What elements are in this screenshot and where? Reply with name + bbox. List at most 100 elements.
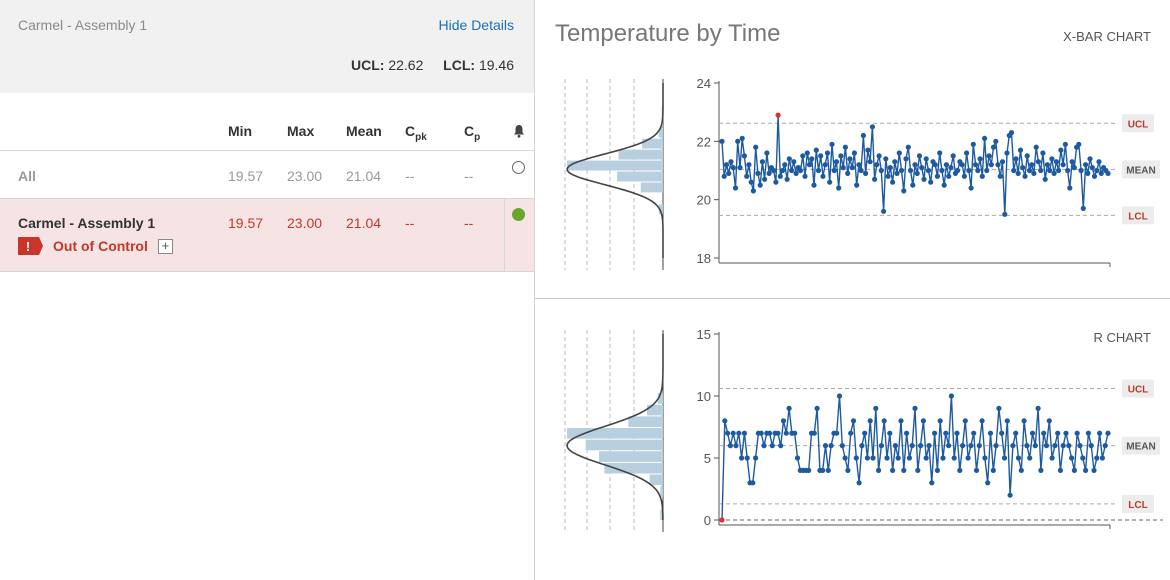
data-point	[778, 443, 784, 449]
data-point	[739, 135, 745, 141]
histogram-bar	[585, 439, 663, 451]
data-point	[979, 418, 985, 424]
data-point	[977, 156, 983, 162]
details-header: Carmel - Assembly 1 Hide Details UCL: 22…	[0, 0, 534, 93]
data-point	[1002, 211, 1008, 217]
data-point	[824, 150, 831, 156]
status-out-of-control: ! Out of Control +	[18, 237, 173, 255]
data-point	[741, 153, 747, 159]
histogram-bar	[640, 182, 663, 193]
lcl-label: LCL:	[443, 57, 476, 73]
data-point	[925, 167, 932, 174]
data-point	[793, 170, 799, 176]
data-point	[750, 480, 756, 486]
data-point	[761, 443, 767, 449]
data-point	[814, 405, 820, 411]
data-point	[946, 173, 952, 179]
data-point	[1029, 430, 1036, 436]
histogram-bar	[642, 138, 663, 149]
data-point	[941, 182, 947, 188]
data-point	[955, 167, 961, 174]
col-mean[interactable]: Mean	[346, 123, 382, 139]
row-mean: 21.04	[346, 168, 382, 184]
hide-details-link[interactable]: Hide Details	[438, 17, 514, 33]
histogram-bar	[617, 171, 663, 182]
data-point	[904, 430, 910, 436]
data-point	[1032, 443, 1038, 449]
col-cp[interactable]: Cp	[464, 123, 480, 143]
y-tick-label: 0	[704, 513, 711, 528]
data-point	[834, 430, 840, 436]
histogram-bar	[567, 428, 663, 439]
data-point	[815, 167, 822, 174]
data-point	[847, 156, 853, 162]
data-point	[878, 167, 884, 174]
data-point	[901, 467, 907, 473]
data-point	[1051, 170, 1057, 176]
expand-plus-icon[interactable]: +	[157, 238, 173, 254]
normal-curve	[566, 83, 664, 258]
data-point	[916, 153, 923, 159]
limit-tag-label: LCL	[1128, 211, 1147, 222]
data-point	[973, 162, 979, 168]
data-point	[1085, 430, 1091, 436]
col-max[interactable]: Max	[287, 123, 315, 139]
bell-icon[interactable]	[512, 124, 526, 138]
row-min: 19.57	[228, 168, 264, 184]
col-cpk[interactable]: Cpk	[405, 123, 427, 143]
data-point	[1055, 430, 1061, 436]
data-point	[999, 159, 1006, 165]
data-point	[1008, 130, 1015, 136]
data-point	[804, 150, 810, 156]
data-point	[951, 455, 957, 461]
control-charts: 18 20 22 24 UCL MEAN LCL 0 5 10 15 UCL MEAN LCL	[564, 76, 1163, 532]
cpk-main: C	[405, 123, 416, 139]
data-point	[820, 173, 826, 179]
table-row-selected[interactable]: Carmel - Assembly 1 19.57 23.00 21.04 --…	[0, 199, 534, 272]
data-point	[780, 418, 787, 424]
data-point	[1062, 141, 1068, 147]
data-point	[730, 430, 736, 436]
data-point	[1057, 467, 1063, 473]
data-point	[1066, 443, 1072, 449]
data-point	[822, 443, 829, 449]
data-point	[986, 153, 992, 159]
data-point	[873, 405, 879, 411]
data-point	[878, 443, 884, 449]
data-point	[1035, 159, 1041, 165]
data-point	[914, 170, 920, 176]
status-text[interactable]: Out of Control	[53, 238, 148, 254]
y-tick-label: 24	[697, 76, 711, 91]
data-point	[769, 443, 775, 449]
data-point	[741, 430, 747, 436]
limit-tag-ucl	[1122, 379, 1154, 398]
histogram-bar	[658, 127, 663, 138]
select-radio-selected[interactable]	[512, 208, 525, 221]
data-point	[863, 170, 869, 176]
col-min[interactable]: Min	[228, 123, 253, 139]
limit-tag-mean	[1122, 160, 1160, 179]
data-point	[909, 443, 915, 449]
y-tick-label: 10	[697, 389, 711, 404]
limit-tag-ucl	[1122, 114, 1154, 133]
process-title: Carmel - Assembly 1	[18, 17, 148, 33]
data-point	[874, 162, 880, 168]
data-point	[1091, 173, 1098, 179]
data-point	[1004, 418, 1010, 424]
data-point	[962, 418, 968, 424]
data-point	[982, 455, 988, 461]
select-radio[interactable]	[512, 161, 525, 174]
data-point	[865, 147, 871, 153]
data-point	[979, 173, 985, 179]
data-point	[721, 173, 727, 179]
data-point	[732, 185, 739, 191]
data-point	[918, 443, 924, 449]
table-row-all[interactable]: All 19.57 23.00 21.04 -- --	[0, 151, 534, 199]
data-point	[755, 170, 761, 176]
data-point	[887, 165, 893, 171]
data-point	[822, 162, 828, 168]
data-point	[959, 162, 965, 168]
data-point	[1049, 455, 1055, 461]
data-point	[905, 144, 911, 150]
data-point	[1031, 170, 1037, 176]
